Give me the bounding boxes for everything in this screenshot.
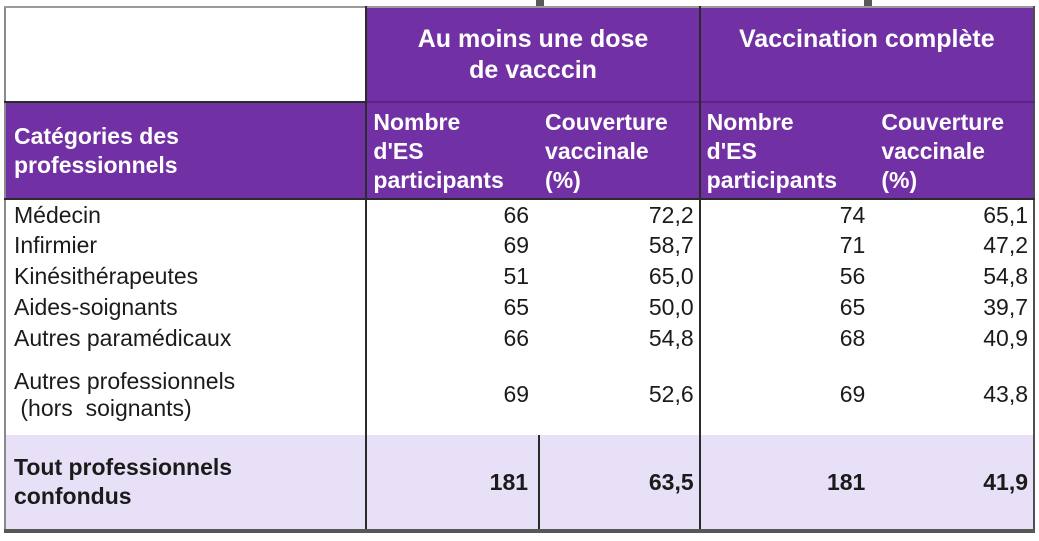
dose1-count-cell: 66 bbox=[503, 201, 530, 228]
dose1-count-cell: 65 bbox=[503, 294, 530, 320]
group-header-dose1: Au moins une dose de vacccin bbox=[366, 7, 701, 102]
total-dose1-coverage-cell: 63,5 bbox=[539, 435, 701, 531]
row-label: Kinésithérapeutes bbox=[5, 261, 368, 292]
dose1-count-cell: 51 bbox=[503, 263, 530, 289]
top-tick-mark bbox=[536, 0, 544, 7]
total-complete-coverage-cell: 41,9 bbox=[875, 435, 1034, 531]
dose1-coverage-cell: 72,2 bbox=[539, 199, 701, 230]
complete-coverage-cell: 54,8 bbox=[983, 263, 1028, 289]
dose1-count-cell: 69 bbox=[503, 381, 530, 407]
col-header-complete-count: Nombre d'ES participants bbox=[699, 101, 876, 200]
row-label: Infirmier bbox=[5, 230, 368, 261]
complete-count-cell: 68 bbox=[839, 325, 866, 351]
row-label: Médecin bbox=[5, 199, 368, 230]
corner-cell bbox=[5, 7, 368, 103]
complete-count-cell: 69 bbox=[839, 381, 866, 407]
total-row: Tout professionnels confondus 181 63,5 1… bbox=[5, 435, 1034, 531]
dose1-count-cell: 66 bbox=[503, 325, 530, 351]
complete-coverage-cell: 40,9 bbox=[983, 325, 1028, 351]
col-header-categories: Catégories des professionnels bbox=[5, 102, 368, 200]
row-label: Autres paramédicaux bbox=[5, 323, 368, 354]
complete-coverage-cell: 65,1 bbox=[983, 201, 1028, 228]
complete-coverage-cell: 39,7 bbox=[983, 294, 1028, 320]
complete-coverage-cell: 43,8 bbox=[983, 381, 1028, 407]
table-row: Autres professionnels (hors soignants) 6… bbox=[5, 354, 1034, 435]
total-dose1-count-cell: 181 bbox=[366, 435, 541, 531]
table-row: Aides-soignants 65 50,0 65 39,7 bbox=[5, 292, 1034, 323]
complete-coverage-cell: 47,2 bbox=[983, 232, 1028, 258]
table-row: Médecin 66 72,2 74 65,1 bbox=[5, 199, 1034, 230]
dose1-coverage-cell: 65,0 bbox=[539, 261, 701, 292]
row-label: Autres professionnels (hors soignants) bbox=[5, 354, 368, 435]
dose1-count-cell: 69 bbox=[503, 232, 530, 258]
group-header-complete: Vaccination complète bbox=[699, 7, 1034, 102]
top-tick-mark bbox=[864, 0, 872, 7]
dose1-coverage-cell: 58,7 bbox=[539, 230, 701, 261]
table-row: Kinésithérapeutes 51 65,0 56 54,8 bbox=[5, 261, 1034, 292]
col-header-dose1-coverage: Couverture vaccinale (%) bbox=[539, 101, 701, 200]
dose1-coverage-cell: 54,8 bbox=[539, 323, 701, 354]
vaccination-coverage-table: Au moins une dose de vacccin Vaccination… bbox=[4, 6, 1035, 533]
complete-count-cell: 71 bbox=[839, 232, 866, 258]
col-header-complete-coverage: Couverture vaccinale (%) bbox=[875, 101, 1034, 200]
dose1-coverage-cell: 50,0 bbox=[539, 292, 701, 323]
table-row: Infirmier 69 58,7 71 47,2 bbox=[5, 230, 1034, 261]
complete-count-cell: 65 bbox=[839, 294, 866, 320]
total-row-label: Tout professionnels confondus bbox=[5, 435, 368, 531]
total-complete-count-cell: 181 bbox=[699, 435, 876, 531]
column-header-row: Catégories des professionnels Nombre d'E… bbox=[5, 101, 1034, 200]
dose1-coverage-cell: 52,6 bbox=[539, 354, 701, 435]
table-row: Autres paramédicaux 66 54,8 68 40,9 bbox=[5, 323, 1034, 354]
row-label: Aides-soignants bbox=[5, 292, 368, 323]
complete-count-cell: 56 bbox=[839, 263, 866, 289]
complete-count-cell: 74 bbox=[839, 201, 866, 228]
col-header-dose1-count: Nombre d'ES participants bbox=[366, 101, 540, 200]
group-header-row: Au moins une dose de vacccin Vaccination… bbox=[5, 7, 1034, 103]
